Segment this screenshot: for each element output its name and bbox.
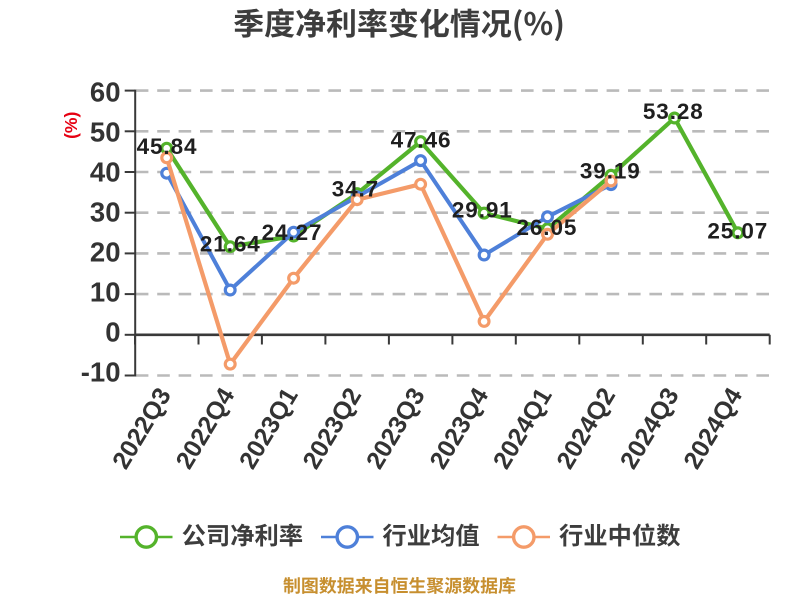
- svg-text:2022Q4: 2022Q4: [171, 383, 241, 474]
- svg-text:53.28: 53.28: [643, 99, 704, 124]
- svg-text:21.64: 21.64: [200, 232, 261, 257]
- svg-text:2023Q2: 2023Q2: [297, 383, 367, 474]
- svg-text:39.19: 39.19: [580, 159, 641, 184]
- svg-text:26.05: 26.05: [516, 215, 577, 240]
- svg-text:45.84: 45.84: [137, 134, 198, 159]
- svg-text:47.46: 47.46: [391, 128, 452, 153]
- svg-text:2024Q4: 2024Q4: [678, 383, 748, 474]
- svg-text:10: 10: [90, 277, 121, 308]
- svg-text:29.91: 29.91: [452, 198, 513, 223]
- svg-text:-10: -10: [81, 357, 121, 388]
- svg-text:25.07: 25.07: [707, 219, 768, 244]
- svg-text:2024Q2: 2024Q2: [551, 383, 621, 474]
- svg-text:30: 30: [90, 197, 121, 228]
- svg-text:(%): (%): [61, 112, 81, 139]
- svg-text:60: 60: [90, 77, 121, 108]
- svg-text:2024Q3: 2024Q3: [615, 383, 685, 474]
- svg-text:20: 20: [90, 237, 121, 268]
- svg-text:40: 40: [90, 157, 121, 188]
- svg-text:2024Q1: 2024Q1: [488, 383, 558, 474]
- svg-text:24.27: 24.27: [262, 220, 323, 245]
- svg-text:34.7: 34.7: [332, 177, 379, 202]
- svg-text:2023Q4: 2023Q4: [424, 383, 494, 474]
- svg-text:2023Q1: 2023Q1: [234, 383, 304, 474]
- svg-text:2023Q3: 2023Q3: [361, 383, 431, 474]
- svg-text:0: 0: [105, 317, 120, 348]
- svg-text:2022Q3: 2022Q3: [107, 383, 177, 474]
- svg-text:50: 50: [90, 117, 121, 148]
